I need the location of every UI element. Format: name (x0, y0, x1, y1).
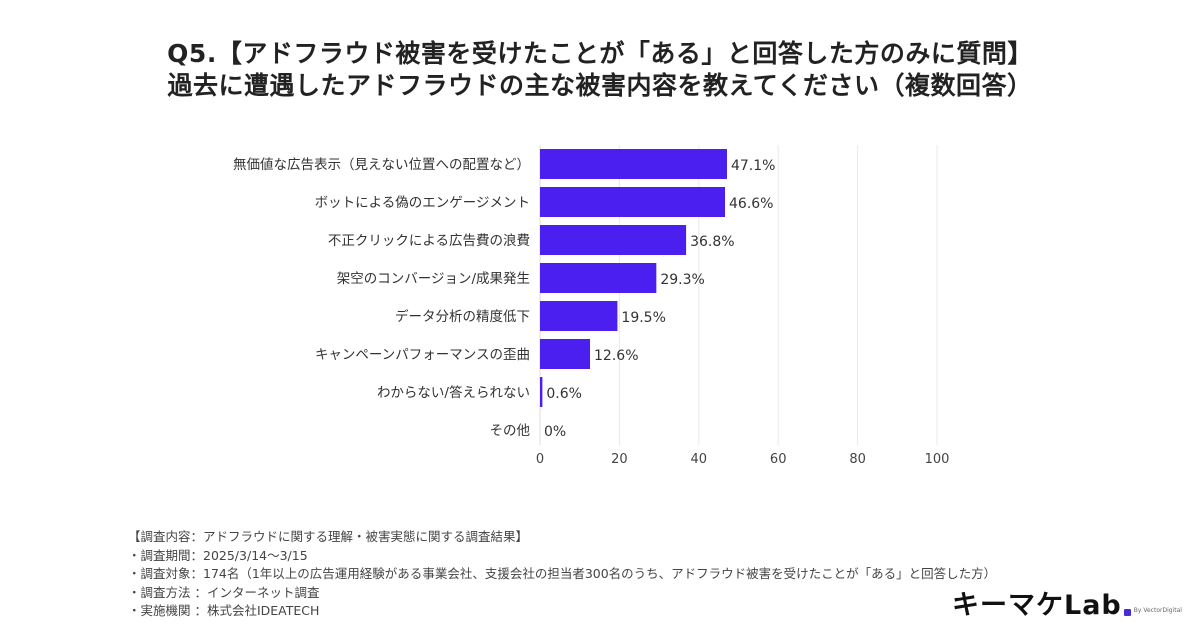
bar (540, 263, 657, 293)
x-tick-label: 40 (691, 452, 708, 467)
category-label: 無価値な広告表示（見えない位置への配置など） (233, 157, 530, 173)
category-label: ボットによる偽のエンゲージメント (315, 195, 530, 211)
bar (540, 377, 543, 407)
note-line: ・調査方法 ：インターネット調査 (128, 584, 320, 600)
data-label: 19.5% (621, 310, 665, 326)
data-label: 46.6% (729, 196, 773, 212)
bar (540, 187, 726, 217)
note-line: ・実施機関 ：株式会社IDEATECH (128, 603, 320, 618)
data-label: 36.8% (690, 234, 734, 250)
category-label: 不正クリックによる広告費の浪費 (328, 233, 530, 249)
bar (540, 339, 591, 369)
brand-logo: キーマケLab By VectorDigital (952, 586, 1182, 622)
x-tick-label: 100 (925, 452, 950, 467)
bar (540, 149, 727, 179)
logo-subtext: By VectorDigital (1133, 607, 1182, 614)
category-label: データ分析の精度低下 (395, 308, 530, 325)
category-label: その他 (490, 423, 531, 439)
x-tick-label: 20 (611, 452, 628, 467)
x-tick-label: 80 (849, 452, 866, 467)
data-label: 0% (544, 424, 566, 440)
bar (540, 301, 618, 331)
survey-notes: 【調査内容：アドフラウドに関する理解・被害実態に関する調査結果】 ・調査期間：2… (128, 528, 996, 621)
bar-chart: 0 20 40 60 80 100 無価値な広告表示（見えない位置への配置など） 47.1% ボ… (233, 145, 950, 467)
data-label: 29.3% (660, 272, 704, 288)
logo-dot-icon (1123, 609, 1131, 616)
chart-title-line2: 過去に遭遇したアドフラウドの主な被害内容を教えてください（複数回答） (167, 71, 1033, 100)
data-label: 12.6% (594, 348, 638, 364)
chart-title-line1: Q5.【アドフラウド被害を受けたことが「ある」と回答した方のみに質問】 (167, 39, 1033, 68)
bar (540, 225, 687, 255)
x-tick-label: 60 (770, 452, 787, 467)
note-line: ・調査対象：174名（1年以上の広告運用経験がある事業会社、支援会社の担当者30… (128, 566, 997, 581)
data-label: 47.1% (731, 158, 775, 174)
category-label: 架空のコンバージョン/成果発生 (337, 271, 530, 287)
category-label: キャンペーンパフォーマンスの歪曲 (315, 347, 530, 363)
logo-text: キーマケLab (952, 590, 1122, 621)
note-line: 【調査内容：アドフラウドに関する理解・被害実態に関する調査結果】 (128, 529, 529, 544)
x-tick-label: 0 (536, 452, 544, 467)
note-line: ・調査期間：2025/3/14〜3/15 (128, 547, 308, 563)
category-label: わからない/答えられない (377, 384, 530, 401)
data-label: 0.6% (546, 386, 582, 402)
